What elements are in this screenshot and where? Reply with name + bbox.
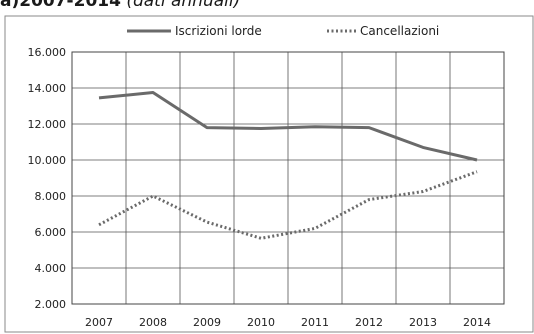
y-axis-tick-labels: 2.000 4.000 6.000 8.000 10.000 12.000 14.000 16…	[28, 46, 67, 311]
series-lines	[98, 91, 478, 240]
chart-title-main: a)2007-2014	[0, 0, 121, 11]
y-tick-label: 10.000	[28, 154, 67, 167]
x-tick-label: 2013	[409, 316, 437, 329]
x-tick-label: 2014	[463, 316, 491, 329]
legend-label-cancellazioni: Cancellazioni	[360, 24, 439, 38]
x-tick-label: 2010	[247, 316, 275, 329]
y-tick-label: 16.000	[28, 46, 67, 59]
series-line-iscrizioni-lorde	[98, 91, 478, 162]
chart-frame	[4, 15, 534, 333]
x-tick-label: 2009	[193, 316, 221, 329]
series-line-cancellazioni	[98, 170, 478, 240]
y-tick-label: 8.000	[35, 190, 67, 203]
x-tick-label: 2007	[85, 316, 113, 329]
x-tick-label: 2011	[301, 316, 329, 329]
y-tick-label: 4.000	[35, 262, 67, 275]
y-tick-label: 2.000	[35, 298, 67, 311]
legend-label-iscrizioni-lorde: Iscrizioni lorde	[175, 24, 262, 38]
x-axis-tick-labels: 2007 2008 2009 2010 2011 2012 2013 2014	[85, 316, 491, 329]
x-tick-label: 2008	[139, 316, 167, 329]
legend: Iscrizioni lorde Cancellazioni	[127, 24, 439, 38]
grid	[72, 52, 504, 304]
y-tick-label: 14.000	[28, 82, 67, 95]
plot-area	[71, 51, 505, 305]
chart-title: a)2007-2014 (dati annuali)	[0, 0, 240, 11]
y-tick-label: 6.000	[35, 226, 67, 239]
y-tick-label: 12.000	[28, 118, 67, 131]
chart-title-subtitle: (dati annuali)	[126, 0, 241, 11]
x-tick-label: 2012	[355, 316, 383, 329]
